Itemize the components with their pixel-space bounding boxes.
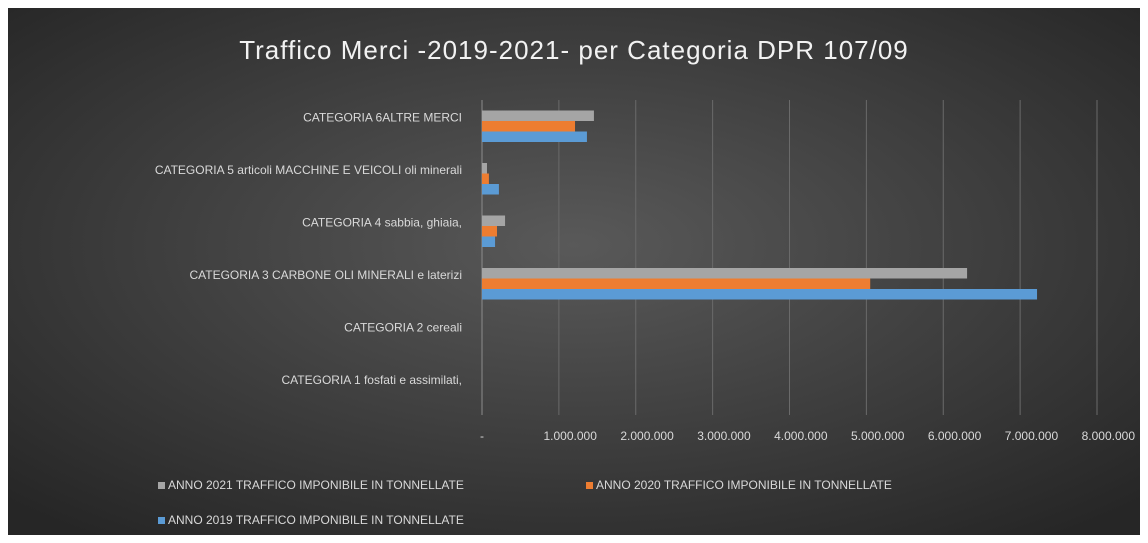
legend-swatch: [158, 482, 165, 489]
x-tick-label: 2.000.000: [620, 429, 674, 443]
legend-label: ANNO 2019 TRAFFICO IMPONIBILE IN TONNELL…: [168, 513, 464, 527]
x-tick-label: 4.000.000: [774, 429, 828, 443]
x-tick-label: -: [480, 429, 484, 443]
x-tick-label: 8.000.000: [1082, 429, 1136, 443]
bar: [482, 110, 594, 121]
legend-swatch: [158, 517, 165, 524]
bar: [482, 121, 576, 132]
bar: [482, 289, 1038, 300]
x-tick-label: 6.000.000: [928, 429, 982, 443]
y-tick-label: CATEGORIA 4 sabbia, ghiaia,: [302, 215, 462, 229]
chart-title: Traffico Merci -2019-2021- per Categoria…: [239, 35, 909, 65]
legend-swatch: [586, 482, 593, 489]
bar: [482, 226, 497, 237]
bar: [482, 268, 968, 279]
bar: [482, 184, 499, 195]
bar: [482, 131, 587, 142]
bar: [482, 163, 487, 174]
x-tick-label: 5.000.000: [851, 429, 905, 443]
y-tick-label: CATEGORIA 5 articoli MACCHINE E VEICOLI …: [155, 163, 462, 177]
bar: [482, 278, 871, 289]
y-tick-label: CATEGORIA 1 fosfati e assimilati,: [282, 373, 463, 387]
y-tick-label: CATEGORIA 3 CARBONE OLI MINERALI e later…: [189, 268, 462, 282]
bar: [482, 215, 506, 226]
bar: [482, 173, 489, 184]
x-tick-label: 3.000.000: [697, 429, 751, 443]
y-tick-label: CATEGORIA 2 cereali: [344, 320, 462, 334]
legend-label: ANNO 2021 TRAFFICO IMPONIBILE IN TONNELL…: [168, 478, 464, 492]
x-tick-label: 7.000.000: [1005, 429, 1059, 443]
bar: [482, 236, 496, 247]
legend-label: ANNO 2020 TRAFFICO IMPONIBILE IN TONNELL…: [596, 478, 892, 492]
y-tick-label: CATEGORIA 6ALTRE MERCI: [303, 110, 462, 124]
x-tick-label: 1.000.000: [543, 429, 597, 443]
